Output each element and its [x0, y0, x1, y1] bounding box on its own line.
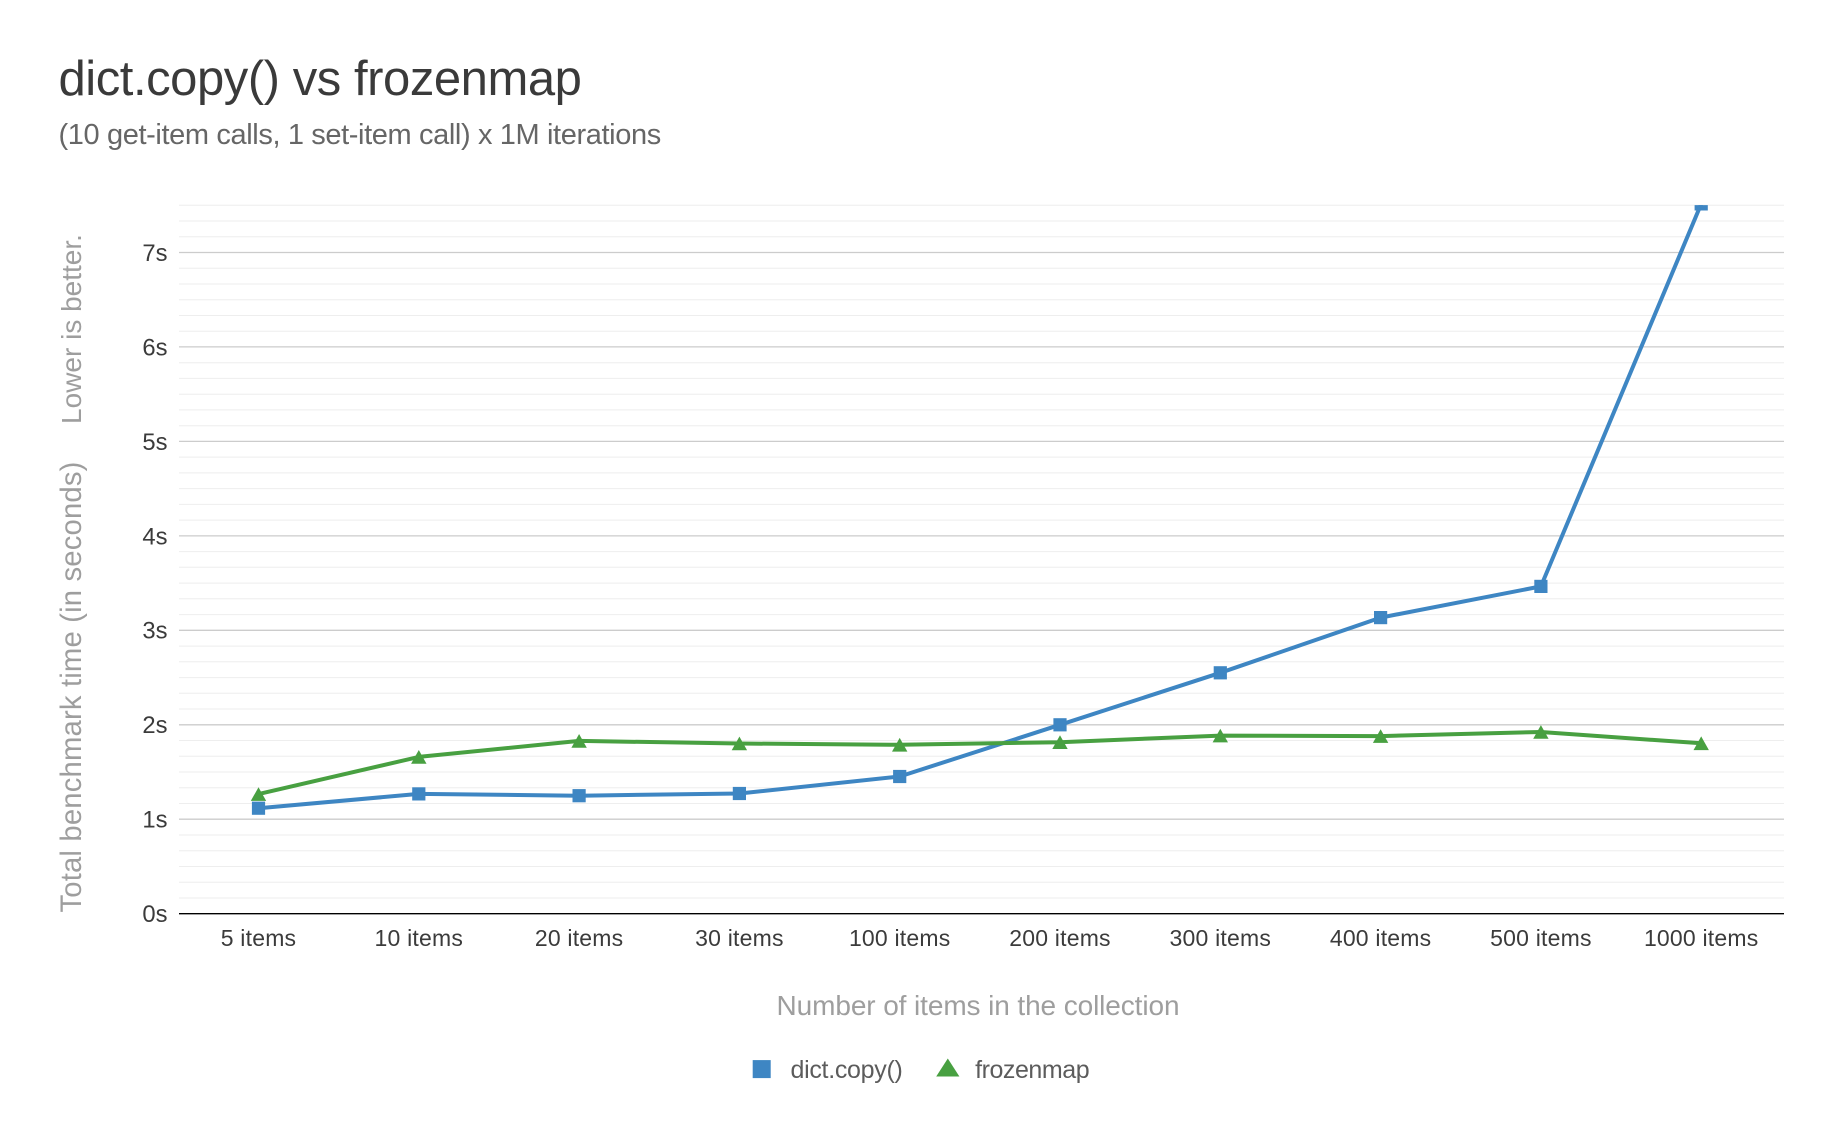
svg-text:2s: 2s: [142, 712, 167, 739]
svg-text:Total benchmark time (in secon: Total benchmark time (in seconds): [55, 461, 88, 912]
svg-text:30 items: 30 items: [695, 925, 784, 951]
svg-text:500 items: 500 items: [1490, 925, 1592, 951]
svg-text:20 items: 20 items: [535, 925, 624, 951]
svg-text:4s: 4s: [142, 523, 167, 550]
svg-text:100 items: 100 items: [849, 925, 951, 951]
svg-text:0s: 0s: [142, 901, 167, 928]
svg-text:6s: 6s: [142, 334, 167, 361]
svg-text:Number of items in the collect: Number of items in the collection: [777, 990, 1180, 1021]
svg-text:300 items: 300 items: [1170, 925, 1272, 951]
svg-text:dict.copy() vs frozenmap: dict.copy() vs frozenmap: [59, 52, 582, 106]
svg-text:400 items: 400 items: [1330, 925, 1432, 951]
svg-text:1s: 1s: [142, 807, 167, 834]
svg-text:Lower is better.: Lower is better.: [56, 234, 87, 424]
svg-text:(10 get-item calls, 1 set-item: (10 get-item calls, 1 set-item call) x 1…: [59, 119, 661, 151]
svg-text:5 items: 5 items: [221, 925, 297, 951]
svg-text:dict.copy(): dict.copy(): [791, 1056, 903, 1084]
svg-text:7s: 7s: [142, 240, 167, 267]
svg-text:200 items: 200 items: [1009, 925, 1111, 951]
svg-text:frozenmap: frozenmap: [975, 1056, 1089, 1084]
svg-text:1000 items: 1000 items: [1644, 925, 1759, 951]
svg-text:5s: 5s: [142, 429, 167, 456]
svg-text:10 items: 10 items: [375, 925, 464, 951]
svg-text:3s: 3s: [142, 618, 167, 645]
